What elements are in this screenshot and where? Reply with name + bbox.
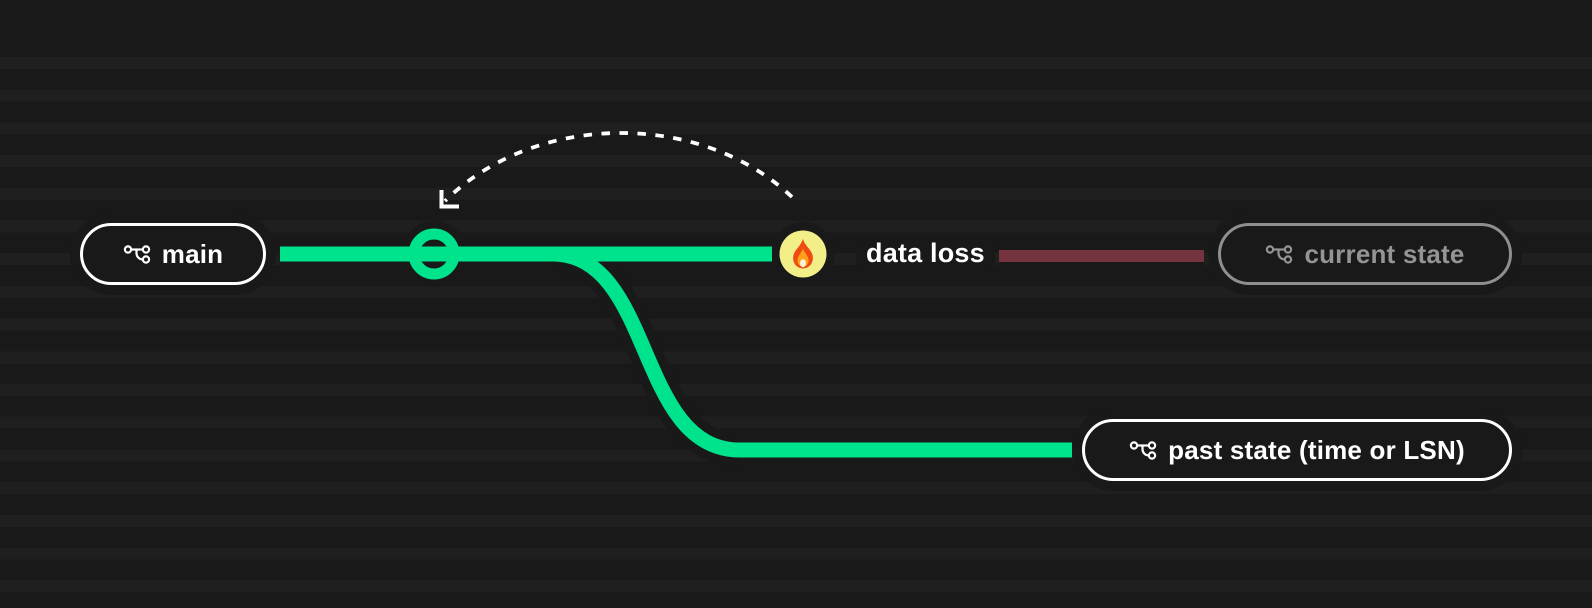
branch-label-current-state-text: current state: [1304, 238, 1465, 269]
fire-icon: [779, 230, 827, 278]
git-branch-icon: [1129, 441, 1157, 460]
branch-label-current-state: current state: [1218, 223, 1512, 285]
background-stripes: [0, 57, 1592, 608]
restore-branch-line: [434, 246, 1072, 458]
data-loss-label: data loss: [856, 236, 995, 271]
branch-label-main: main: [80, 223, 266, 285]
git-branch-icon: [123, 245, 150, 264]
branch-label-past-state-text: past state (time or LSN): [1168, 434, 1465, 465]
branch-label-past-state: past state (time or LSN): [1082, 419, 1512, 481]
branch-label-main-text: main: [161, 238, 224, 269]
branch-point-node: [408, 228, 460, 280]
restore-arrowhead: [439, 190, 459, 209]
restore-arrow-path: [443, 131, 794, 203]
restore-arrow: [439, 131, 794, 209]
git-branch-icon: [1266, 245, 1293, 264]
